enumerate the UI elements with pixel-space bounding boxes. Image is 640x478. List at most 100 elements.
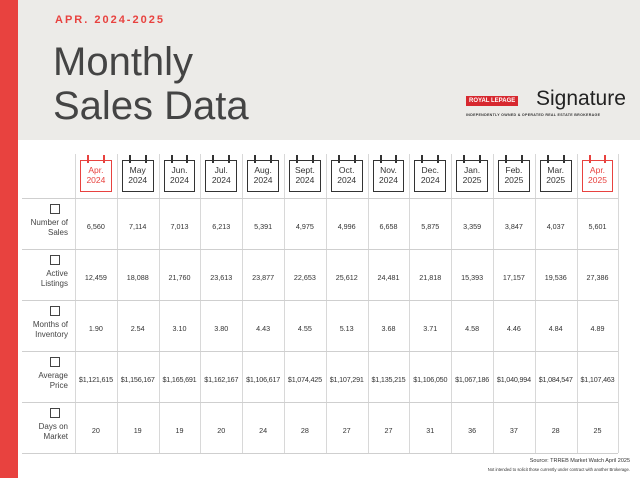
cell: $1,084,547 bbox=[538, 375, 573, 384]
ring bbox=[395, 155, 398, 163]
cell: 4,975 bbox=[295, 222, 314, 231]
cell: 19,536 bbox=[544, 273, 567, 282]
calendar: Jul. 2024 bbox=[205, 160, 238, 192]
cell: 7,114 bbox=[128, 222, 147, 231]
cell: 18,088 bbox=[126, 273, 149, 282]
calendar: Sept. 2024 bbox=[289, 160, 321, 192]
ring bbox=[102, 155, 105, 163]
cell: $1,135,215 bbox=[371, 375, 406, 384]
ring bbox=[170, 155, 173, 163]
logo-tagline: INDEPENDENTLY OWNED & OPERATED REAL ESTA… bbox=[466, 113, 601, 117]
cell: 19 bbox=[133, 426, 142, 435]
month: Oct. bbox=[338, 165, 355, 175]
grid-line bbox=[367, 154, 369, 453]
cell: 22,653 bbox=[293, 273, 316, 282]
grid-line bbox=[116, 154, 118, 453]
ring bbox=[228, 155, 231, 163]
cell: 21,818 bbox=[419, 273, 442, 282]
row-icon bbox=[50, 255, 60, 265]
grid-line bbox=[75, 154, 76, 453]
month: Aug. bbox=[254, 165, 272, 175]
cell: 17,157 bbox=[502, 273, 525, 282]
ring bbox=[520, 155, 523, 163]
cell: 19 bbox=[175, 426, 184, 435]
cell: 28 bbox=[300, 426, 309, 435]
cell: 4,037 bbox=[546, 222, 565, 231]
month: Apr. bbox=[589, 165, 606, 175]
grid-line bbox=[242, 154, 244, 453]
cell: $1,165,691 bbox=[162, 375, 197, 384]
calendar: Apr. 2024 bbox=[80, 160, 112, 192]
ring bbox=[479, 155, 481, 163]
grid-line bbox=[534, 154, 536, 453]
grid-line bbox=[200, 154, 202, 453]
year: 2024 bbox=[86, 175, 106, 185]
row-label: Number of Sales bbox=[30, 218, 68, 237]
month: May bbox=[129, 165, 146, 175]
grid-line bbox=[284, 154, 285, 453]
cell: 27,386 bbox=[586, 273, 609, 282]
cell: 3.71 bbox=[423, 324, 438, 333]
grid-line bbox=[451, 154, 453, 453]
ring bbox=[337, 155, 340, 163]
grid-line bbox=[493, 154, 494, 453]
cell: 4.84 bbox=[548, 324, 563, 333]
ring bbox=[546, 155, 549, 163]
ring bbox=[311, 155, 314, 163]
row-icon bbox=[50, 306, 60, 316]
ring bbox=[379, 155, 382, 163]
cell: $1,107,291 bbox=[329, 375, 364, 384]
cell: 25 bbox=[593, 426, 602, 435]
calendar: Mar. 2025 bbox=[539, 160, 572, 192]
grid-line bbox=[409, 154, 411, 453]
row-label: Average Price bbox=[38, 371, 68, 390]
ring bbox=[353, 155, 356, 163]
year: 2024 bbox=[253, 175, 273, 185]
cell: 25,612 bbox=[335, 273, 358, 282]
cell: 24 bbox=[259, 426, 268, 435]
year: 2024 bbox=[170, 175, 189, 185]
cell: $1,106,050 bbox=[413, 375, 448, 384]
year: 2025 bbox=[462, 175, 482, 185]
grid-line bbox=[22, 351, 619, 352]
cell: 1.90 bbox=[88, 324, 103, 333]
cell: 23,613 bbox=[210, 273, 233, 282]
cell: 3,359 bbox=[463, 222, 482, 231]
ring bbox=[463, 155, 466, 163]
cell: 4.46 bbox=[506, 324, 521, 333]
grid-line bbox=[22, 453, 619, 454]
ring bbox=[588, 155, 591, 163]
cell: 20 bbox=[217, 426, 226, 435]
row-label: Active Listings bbox=[40, 269, 68, 288]
cell: 3.10 bbox=[172, 324, 187, 333]
cell: 4.58 bbox=[465, 324, 480, 333]
cell: $1,107,463 bbox=[580, 375, 615, 384]
grid-line bbox=[22, 402, 619, 403]
cell: 6,560 bbox=[86, 222, 105, 231]
row-icon bbox=[50, 204, 60, 214]
cell: 5,875 bbox=[421, 222, 440, 231]
cell: 15,393 bbox=[461, 273, 484, 282]
ring bbox=[144, 155, 147, 163]
ring bbox=[212, 155, 215, 163]
cell: 20 bbox=[91, 426, 100, 435]
cell: 7,013 bbox=[170, 222, 189, 231]
year: 2024 bbox=[337, 175, 357, 185]
month: Jan. bbox=[464, 165, 481, 175]
cell: 24,481 bbox=[377, 273, 400, 282]
ring bbox=[437, 155, 440, 163]
ring bbox=[270, 155, 272, 163]
cell: $1,040,994 bbox=[496, 375, 531, 384]
cell: 4.55 bbox=[297, 324, 312, 333]
calendar: Aug. 2024 bbox=[247, 160, 279, 192]
calendar: Dec. 2024 bbox=[414, 160, 447, 192]
logo-name: Signature bbox=[536, 87, 626, 110]
grid-line bbox=[325, 154, 327, 453]
disclaimer: Not intended to solicit those currently … bbox=[487, 467, 630, 472]
cell: 31 bbox=[426, 426, 435, 435]
row-label: Days on Market bbox=[38, 422, 68, 441]
year: 2025 bbox=[504, 175, 524, 185]
month: Sept. bbox=[294, 165, 315, 175]
month: Jul. bbox=[214, 165, 228, 175]
